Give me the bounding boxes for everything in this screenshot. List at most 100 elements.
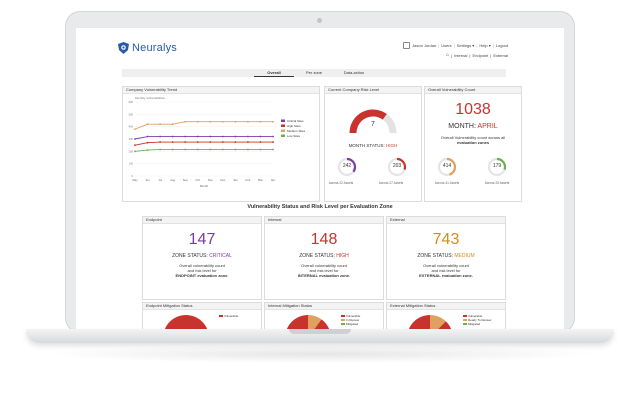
user-menu: Jason Jordan | Users | Settings ▾ | Help ▾ |… [403,42,508,49]
y-tick-label: 300 [129,137,134,141]
legend-label: Medium Sites [287,129,306,133]
user-link[interactable]: Jason Jordan [412,43,437,48]
zone-header: Internal [265,217,383,224]
zone-nav-external[interactable]: External [493,52,508,58]
data-point [209,120,212,123]
data-point [171,141,174,143]
legend-swatch [281,129,285,132]
series-line [134,149,273,152]
legend-label: High Sites [287,124,301,128]
data-point [134,138,136,140]
mini-gauge-value: 179 [492,163,502,169]
month-status-value: HIGH [386,143,398,148]
data-point [209,141,212,143]
mini-gauge-label: Across 22 Assets [328,181,354,185]
mini-gauge-label: Across 27 Assets [378,181,404,185]
month-label: MONTH: [448,123,476,130]
data-point [171,148,174,151]
tab-data-action[interactable]: Data-action [343,70,365,75]
data-point [196,141,199,143]
data-point [259,148,262,151]
data-point [259,141,262,143]
mitigation-header: Endpoint Mitigation Status [143,303,261,310]
laptop-shadow [40,345,600,363]
data-point [247,120,249,123]
mini-gauge-ring [387,157,407,177]
trend-subtitle: Monthly Vulnerabilities [135,96,165,100]
x-tick-label: Aug [170,178,175,182]
laptop-base [26,329,614,343]
zone-section-title: Vulnerability Status and Risk Level per … [247,204,393,210]
data-point [171,123,174,126]
zone-nav-internal[interactable]: Internal [454,52,468,58]
zone-status-label: ZONE STATUS: [299,253,335,259]
risk-gauge-value: 7 [371,121,375,128]
data-point [234,135,237,138]
legend-label: Low Sites [287,134,301,138]
user-icon [403,42,411,49]
data-point [221,141,224,143]
zone-status: ZONE STATUS: MEDIUM [387,253,505,259]
zone-status-value: MEDIUM [454,253,475,259]
zone-status: ZONE STATUS: HIGH [265,253,383,259]
overall-count-value: 1038 [455,101,491,118]
zone-description: Overall vulnerability count and risk leve… [175,263,229,278]
zone-status-label: ZONE STATUS: [172,253,208,259]
data-point [221,135,224,138]
x-tick-label: Nov [208,178,214,182]
zone-status-value: HIGH [336,253,349,259]
mitigation-legend: Vulnerable In Review Mitigated [341,314,360,326]
camera-dot [317,18,322,23]
data-point [234,148,237,151]
data-point [146,135,149,138]
zone-count: 148 [310,231,338,248]
brand-logo[interactable]: Neuralys [118,42,177,54]
data-point [272,141,274,143]
zone-nav: ⌂ | Internal | Endpoint | External [446,52,508,58]
zone-header: Endpoint [143,217,261,224]
x-tick-label: Jan [233,178,238,182]
data-point [159,148,161,151]
x-tick-label: Sep [183,178,188,182]
data-point [159,123,161,126]
zone-status-value: CRITICAL [209,253,232,259]
count-description: Overall Vulnerability count across all e… [433,135,513,145]
y-tick-label: 200 [129,149,134,153]
month-status-label: MONTH STATUS: [348,143,385,148]
zone-nav-endpoint[interactable]: Endpoint [472,52,489,58]
data-point [221,120,224,123]
home-icon[interactable]: ⌂ [446,52,450,58]
data-point [196,120,199,123]
data-point [259,120,262,123]
tab-per-zone[interactable]: Per zone [305,70,322,75]
y-tick-label: 400 [129,125,134,129]
brand-name: Neuralys [132,42,178,54]
x-tick-label: Oct [196,178,201,182]
users-link[interactable]: Users [441,43,452,48]
app-header: Neuralys Jason Jordan | Users | Settings ▾… [76,28,564,68]
legend-swatch [281,119,285,122]
mini-gauge-ring [337,157,357,177]
logout-link[interactable]: Logout [495,43,508,48]
mitigation-legend: Vulnerable Ready To Review Mitigated [463,314,491,326]
mini-gauge: 242 [337,157,357,177]
x-tick-label: May [132,178,138,182]
risk-panel: Current Company Risk Level 7 MONTH STATU… [324,86,422,202]
data-point [196,148,199,151]
data-point [134,128,136,131]
trend-title: Company Vulnerability Trend [123,87,319,94]
data-point [247,135,249,138]
count-desc-line-2: evaluation zones [456,140,490,145]
help-menu[interactable]: Help ▾ [479,43,491,48]
x-tick-label: Jul [158,178,162,182]
shield-icon [118,42,129,54]
settings-menu[interactable]: Settings ▾ [456,43,475,48]
y-tick-label: 600 [129,100,134,104]
tab-overall[interactable]: Overall [254,69,294,77]
x-tick-label: Jun [145,178,150,182]
trend-chart: Monthly Vulnerabilities 0 100 200 300 400 500 6… [129,96,306,188]
data-point [184,141,187,143]
count-desc-line-1: Overall Vulnerability count across all [440,135,506,140]
internal-zone-panel: Internal 148 ZONE STATUS: HIGH Overall v… [264,216,384,300]
month-status: MONTH STATUS: HIGH [325,143,421,148]
